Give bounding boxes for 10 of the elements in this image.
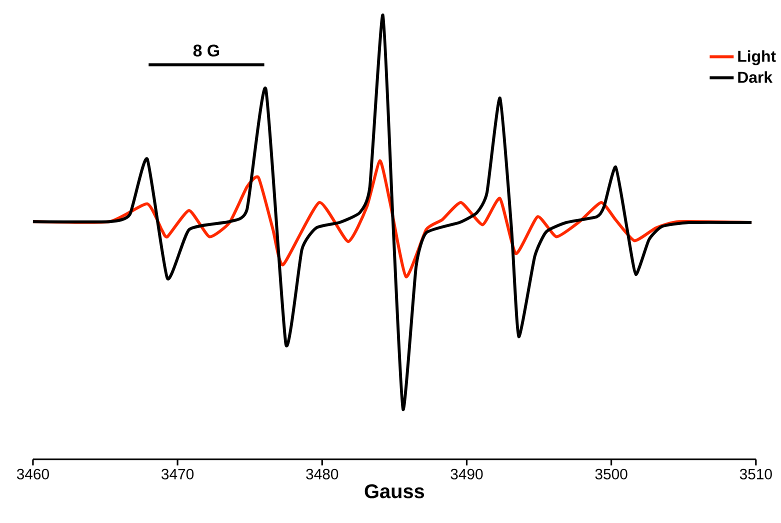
x-tick-label: 3460 [16,468,49,480]
x-tick-label: 3510 [740,468,772,480]
x-tick-label: 3480 [306,468,338,480]
x-tick-label: 3500 [595,468,628,480]
annotation: 8 G [193,44,220,56]
legend-label: Light [738,50,776,66]
x-tick-label: 3470 [162,468,194,480]
x-tick-label: 3490 [450,468,483,480]
x-axis-title: Gauss [364,484,424,498]
legend-label: Dark [738,71,773,83]
